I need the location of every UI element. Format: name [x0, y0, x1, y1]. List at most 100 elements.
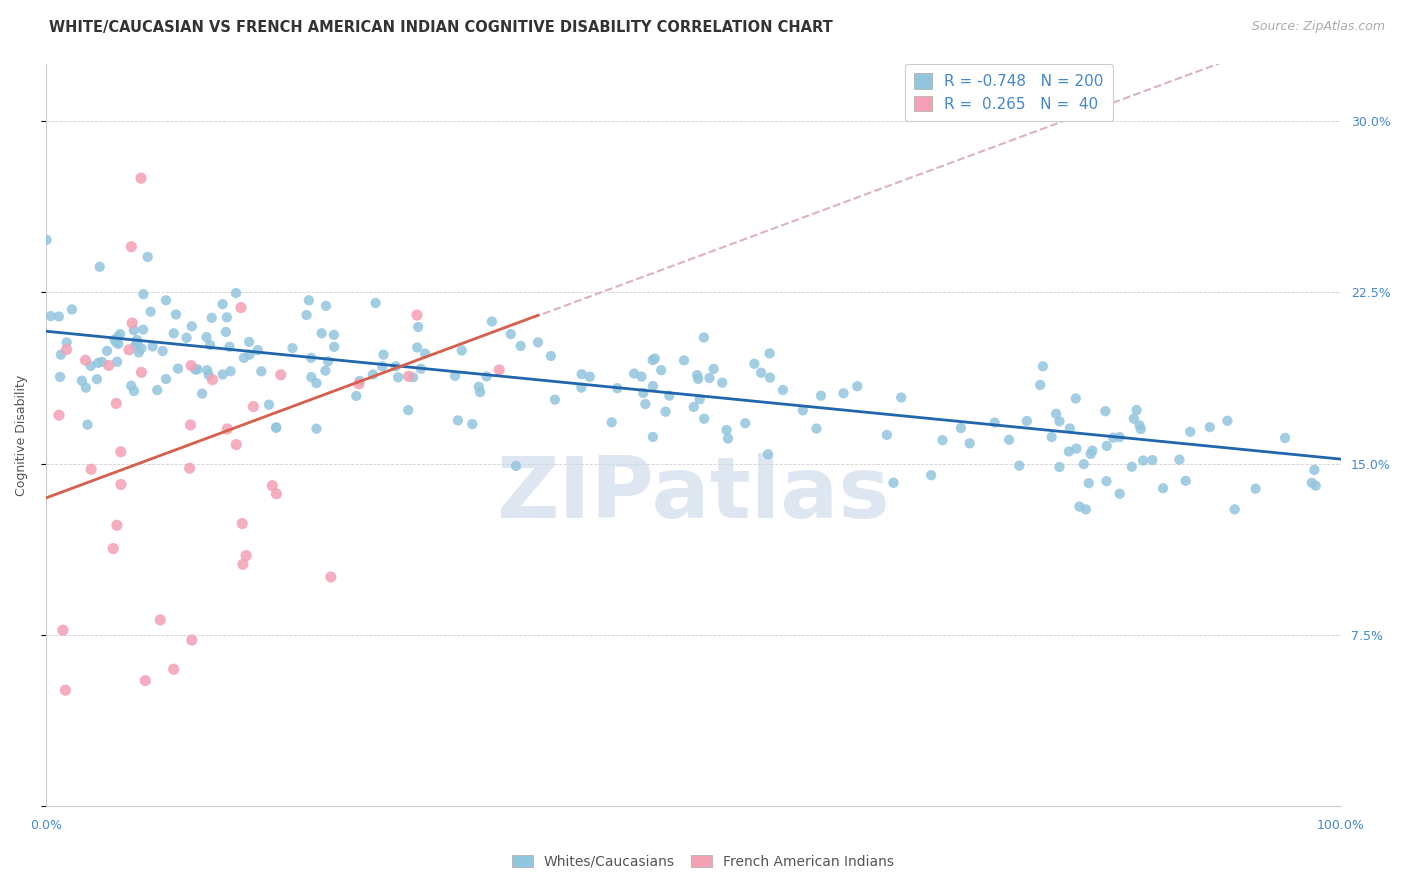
- Point: [311, 326, 333, 341]
- Legend: R = -0.748   N = 200, R =  0.265   N =  40: R = -0.748 N = 200, R = 0.265 N = 40: [904, 64, 1114, 120]
- Point: [1125, 403, 1147, 417]
- Point: [86, 372, 108, 386]
- Point: [1081, 443, 1104, 458]
- Point: [1108, 430, 1130, 444]
- Point: [1168, 452, 1191, 467]
- Point: [80, 359, 103, 373]
- Point: [103, 541, 125, 556]
- Point: [120, 378, 142, 392]
- Point: [959, 436, 981, 450]
- Point: [191, 386, 214, 401]
- Point: [758, 346, 780, 360]
- Point: [211, 368, 233, 382]
- Point: [217, 422, 239, 436]
- Point: [1301, 475, 1323, 490]
- Point: [281, 341, 304, 355]
- Point: [527, 335, 550, 350]
- Point: [413, 346, 436, 360]
- Point: [152, 344, 174, 359]
- Point: [122, 384, 145, 398]
- Point: [96, 343, 118, 358]
- Point: [673, 353, 696, 368]
- Point: [165, 308, 187, 322]
- Point: [167, 361, 190, 376]
- Point: [264, 420, 287, 434]
- Point: [1274, 431, 1296, 445]
- Point: [211, 297, 233, 311]
- Point: [195, 363, 218, 377]
- Point: [387, 370, 409, 384]
- Point: [396, 403, 419, 417]
- Point: [80, 462, 103, 476]
- Point: [1049, 460, 1071, 475]
- Point: [658, 389, 681, 403]
- Point: [641, 379, 664, 393]
- Point: [108, 327, 131, 342]
- Point: [129, 171, 152, 186]
- Point: [578, 369, 600, 384]
- Point: [122, 323, 145, 337]
- Point: [127, 335, 149, 350]
- Point: [1129, 422, 1152, 436]
- Point: [373, 348, 395, 362]
- Point: [105, 396, 128, 410]
- Point: [55, 335, 77, 350]
- Point: [149, 613, 172, 627]
- Point: [1049, 414, 1071, 428]
- Point: [39, 309, 62, 323]
- Point: [155, 293, 177, 308]
- Point: [1152, 481, 1174, 495]
- Point: [1142, 453, 1164, 467]
- Text: WHITE/CAUCASIAN VS FRENCH AMERICAN INDIAN COGNITIVE DISABILITY CORRELATION CHART: WHITE/CAUCASIAN VS FRENCH AMERICAN INDIA…: [49, 20, 832, 35]
- Point: [201, 373, 224, 387]
- Point: [195, 330, 218, 344]
- Point: [110, 477, 132, 491]
- Point: [949, 421, 972, 435]
- Point: [132, 323, 155, 337]
- Point: [239, 347, 262, 361]
- Point: [1122, 411, 1144, 425]
- Point: [218, 340, 240, 354]
- Point: [136, 250, 159, 264]
- Point: [444, 368, 467, 383]
- Y-axis label: Cognitive Disability: Cognitive Disability: [15, 375, 28, 496]
- Point: [1077, 476, 1099, 491]
- Point: [699, 371, 721, 385]
- Point: [235, 549, 257, 563]
- Point: [176, 331, 198, 345]
- Point: [920, 468, 942, 483]
- Text: Source: ZipAtlas.com: Source: ZipAtlas.com: [1251, 20, 1385, 33]
- Point: [131, 342, 153, 356]
- Point: [257, 398, 280, 412]
- Point: [1128, 418, 1150, 433]
- Point: [1064, 392, 1087, 406]
- Point: [385, 359, 408, 374]
- Point: [266, 487, 288, 501]
- Point: [402, 370, 425, 384]
- Point: [120, 240, 142, 254]
- Point: [179, 461, 201, 475]
- Point: [319, 570, 342, 584]
- Point: [105, 335, 128, 350]
- Point: [231, 516, 253, 531]
- Point: [125, 333, 148, 347]
- Point: [641, 430, 664, 444]
- Point: [505, 458, 527, 473]
- Point: [361, 368, 384, 382]
- Point: [316, 354, 339, 368]
- Point: [1223, 502, 1246, 516]
- Point: [1303, 463, 1326, 477]
- Point: [630, 369, 652, 384]
- Point: [1074, 502, 1097, 516]
- Point: [686, 368, 709, 383]
- Point: [118, 343, 141, 357]
- Point: [931, 434, 953, 448]
- Point: [1029, 377, 1052, 392]
- Point: [468, 380, 491, 394]
- Point: [180, 359, 202, 373]
- Point: [468, 385, 491, 400]
- Point: [998, 433, 1021, 447]
- Point: [688, 372, 710, 386]
- Point: [1095, 439, 1118, 453]
- Point: [792, 403, 814, 417]
